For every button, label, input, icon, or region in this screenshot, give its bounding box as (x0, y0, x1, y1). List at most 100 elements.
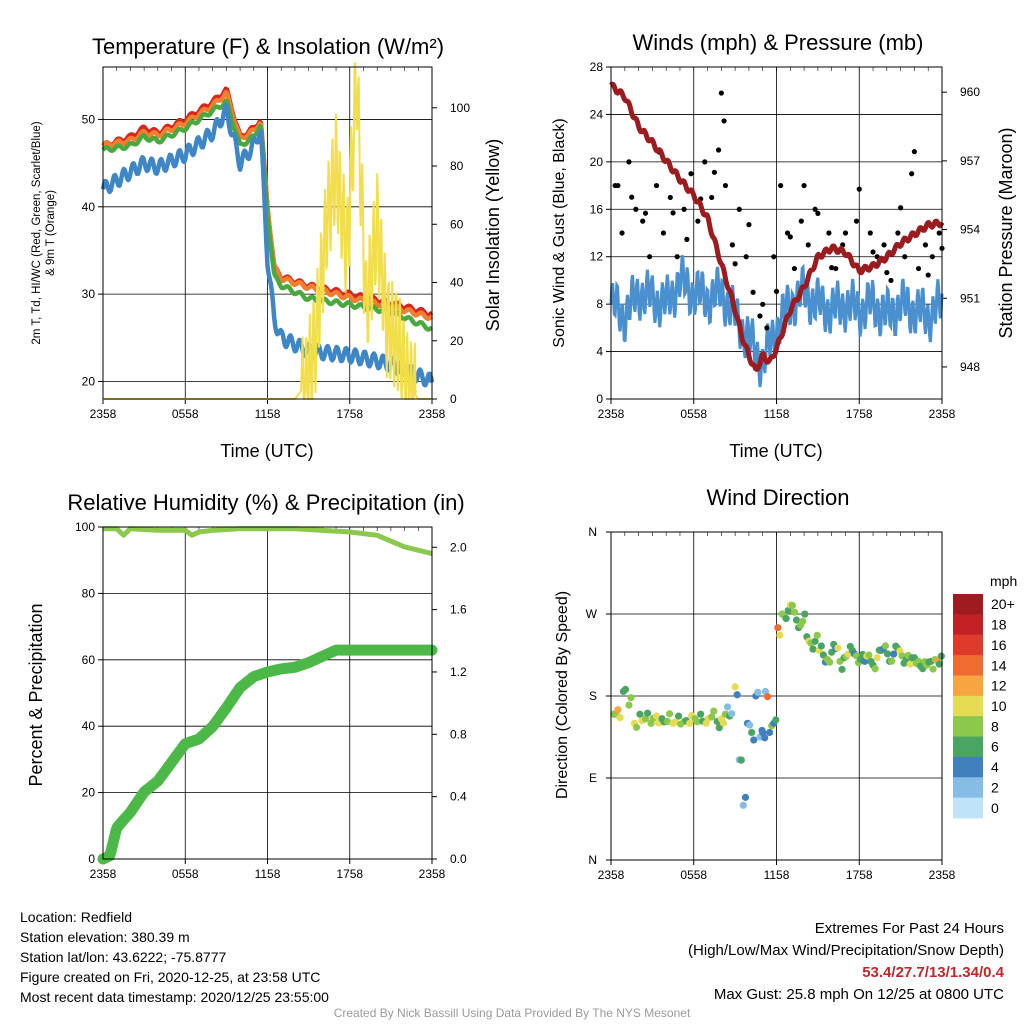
colorbar-swatch (953, 797, 983, 819)
temperature-series-td (101, 98, 434, 332)
winds-gust-point (778, 182, 784, 189)
direction-xtick-label: 1758 (846, 868, 873, 882)
winds-title: Winds (mph) & Pressure (mb) (633, 30, 924, 55)
direction-point (813, 631, 821, 639)
humidity-xtick-label: 2358 (419, 867, 446, 881)
winds-gust-point (787, 234, 793, 240)
direction-frame (610, 531, 943, 861)
direction-point (937, 652, 945, 660)
colorbar-label: 2 (991, 779, 999, 795)
direction-point (834, 644, 842, 652)
winds-gust-point (805, 242, 811, 248)
direction-ylabel: Direction (Colored By Speed) (554, 591, 571, 799)
humidity-xtick-label: 1758 (336, 867, 363, 881)
temperature-xtick-label: 1758 (336, 407, 363, 421)
winds-gust-point (826, 230, 832, 236)
colorbar-label: 14 (991, 657, 1007, 673)
temperature-ylabel-line2: & 9m T (Orange) (45, 190, 57, 276)
temperature-ytick-label: 40 (82, 200, 96, 214)
winds-gust-point (746, 222, 752, 228)
winds-gust-point (647, 254, 653, 260)
direction-point (761, 734, 769, 742)
direction-point (819, 651, 827, 659)
direction-point (739, 801, 748, 809)
direction-point (873, 654, 881, 662)
winds-gust-point (773, 288, 780, 295)
winds-ytick-label: 24 (590, 107, 604, 121)
direction-point (888, 657, 896, 665)
winds-xtick-label: 0558 (680, 407, 707, 421)
temperature-ytick-label: 50 (82, 112, 96, 126)
winds-series-pressure (609, 81, 945, 372)
direction-point (641, 715, 650, 723)
direction-point (621, 685, 630, 694)
colorbar-label: 12 (991, 678, 1007, 694)
colorbar-label: 10 (991, 698, 1007, 714)
winds-y2tick-label: 957 (960, 154, 980, 168)
direction-point (799, 617, 807, 625)
direction-point (776, 631, 784, 639)
winds-gust-point (929, 254, 935, 260)
extremes-box: Extremes For Past 24 Hours (High/Low/Max… (688, 918, 1004, 1006)
winds-xlabel: Time (UTC) (729, 441, 822, 461)
winds-gust-point (681, 206, 687, 212)
station-info: Location: Redfield Station elevation: 38… (20, 907, 329, 1007)
winds-gust-point (760, 301, 766, 307)
direction-point (741, 793, 750, 801)
winds-gust-point (633, 206, 639, 212)
direction-point (883, 650, 892, 658)
colorbar-swatch (953, 756, 983, 778)
direction-point (772, 716, 780, 724)
winds-panel: Winds (mph) & Pressure (mb) 0 4 8 12 16 20 24 28… (551, 30, 1016, 461)
winds-gust-point (829, 265, 835, 271)
winds-series-sonic (609, 254, 944, 388)
winds-xtick-label: 1158 (764, 407, 790, 421)
winds-gust-point (833, 265, 839, 272)
winds-y2tick-label: 960 (960, 85, 980, 99)
winds-gust-point (695, 218, 701, 224)
colorbar-label: 18 (991, 617, 1007, 633)
temperature-y2tick-label: 0 (450, 392, 457, 406)
humidity-ytick-label: 60 (82, 653, 96, 667)
temperature-y2tick-label: 80 (450, 159, 464, 173)
direction-point (763, 693, 772, 701)
colorbar-swatch (953, 634, 983, 656)
winds-gust-point (619, 230, 625, 236)
colorbar-swatch (953, 655, 983, 676)
winds-gust-point (881, 242, 887, 248)
location-text: Location: Redfield (20, 909, 133, 925)
humidity-frame (102, 526, 433, 860)
direction-ytick-label: S (589, 689, 597, 703)
winds-gust-point (709, 194, 715, 201)
colorbar-swatch (953, 675, 983, 697)
winds-gust-point (812, 206, 818, 212)
extremes-values: 53.4/27.7/13/1.34/0.4 (862, 964, 1004, 981)
winds-xtick-label: 2358 (598, 407, 625, 421)
direction-point (766, 728, 774, 737)
direction-point (754, 688, 762, 696)
winds-gust-point (853, 218, 860, 224)
winds-gust-point (867, 230, 873, 236)
winds-gust-point (915, 265, 922, 272)
winds-ytick-label: 28 (590, 60, 604, 74)
winds-ytick-label: 12 (590, 250, 604, 264)
humidity-series-rh (103, 526, 433, 557)
temperature-xlabel: Time (UTC) (220, 441, 313, 461)
winds-gust-point (626, 159, 632, 165)
humidity-ytick-label: 80 (82, 586, 96, 600)
winds-gust-point (801, 182, 807, 189)
elevation-text: Station elevation: 380.39 m (20, 929, 190, 945)
direction-point (715, 724, 723, 732)
direction-point (728, 710, 736, 718)
humidity-ytick-label: 100 (75, 520, 95, 534)
temperature-y2tick-label: 40 (450, 276, 464, 290)
colorbar-swatch (953, 716, 983, 738)
temperature-xtick-label: 2358 (419, 407, 446, 421)
winds-ytick-label: 16 (590, 202, 604, 216)
winds-gust-point (784, 230, 791, 236)
winds-gust-point (815, 210, 821, 216)
winds-gust-point (715, 147, 722, 153)
winds-gust-point (743, 254, 749, 260)
temperature-series-hiwc (100, 102, 435, 388)
